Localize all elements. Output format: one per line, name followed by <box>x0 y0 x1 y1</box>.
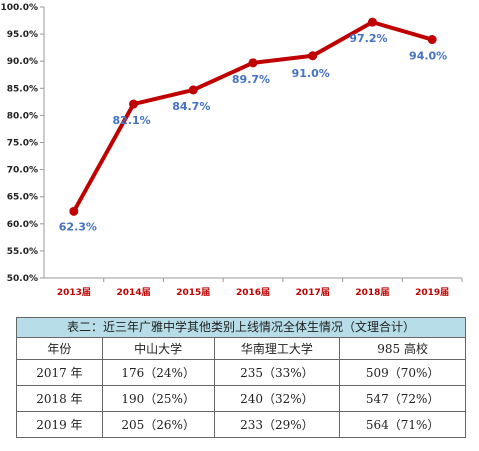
cell-985: 509（70%） <box>339 359 466 386</box>
x-tick-label: 2017届 <box>296 287 330 298</box>
y-tick-label: 75.0% <box>7 139 38 149</box>
stats-table: 表二：近三年广雅中学其他类别上线情况全体生情况（文理合计） 年份 中山大学 华南… <box>16 317 466 438</box>
cell-scut: 235（33%） <box>213 359 341 386</box>
x-tick-label: 2018届 <box>355 287 389 298</box>
data-point <box>69 206 79 216</box>
cell-985: 564（71%） <box>339 411 466 438</box>
cell-sysu: 205（26%） <box>101 411 215 438</box>
header-scut: 华南理工大学 <box>213 337 341 360</box>
table-header-row: 年份 中山大学 华南理工大学 985 高校 <box>16 337 466 360</box>
data-point <box>129 99 139 109</box>
x-tick-label: 2014届 <box>117 287 151 298</box>
data-point <box>188 85 198 95</box>
table-caption: 表二：近三年广雅中学其他类别上线情况全体生情况（文理合计） <box>16 317 466 337</box>
cell-scut: 233（29%） <box>213 411 341 438</box>
data-label: 84.7% <box>172 100 210 113</box>
y-tick-label: 80.0% <box>7 111 38 121</box>
data-point <box>367 17 377 27</box>
y-tick-label: 85.0% <box>7 84 38 94</box>
cell-scut: 240（32%） <box>213 385 341 412</box>
header-sysu: 中山大学 <box>101 337 215 360</box>
y-tick-label: 90.0% <box>7 57 38 67</box>
data-label: 97.2% <box>349 32 387 45</box>
x-tick-label: 2016届 <box>236 287 270 298</box>
cell-sysu: 176（24%） <box>101 359 215 386</box>
cell-year: 2017 年 <box>16 359 103 386</box>
y-tick-label: 60.0% <box>7 220 38 230</box>
table-body: 年份 中山大学 华南理工大学 985 高校 2017 年 176（24%） 23… <box>16 337 466 438</box>
data-label: 82.1% <box>112 114 150 127</box>
y-tick-label: 50.0% <box>7 274 38 284</box>
cell-985: 547（72%） <box>339 385 466 412</box>
y-tick-label: 100.0% <box>1 3 39 13</box>
data-label: 89.7% <box>232 73 270 86</box>
line-chart: 50.0% 55.0% 60.0% 65.0% 70.0% 75.0% 80.0% 85.0%… <box>1 3 463 298</box>
y-tick-label: 55.0% <box>7 247 38 257</box>
table-row: 2019 年 205（26%） 233（29%） 564（71%） <box>16 411 466 438</box>
table-row: 2018 年 190（25%） 240（32%） 547（72%） <box>16 385 466 412</box>
y-tick-label: 70.0% <box>7 166 38 176</box>
cell-sysu: 190（25%） <box>101 385 215 412</box>
y-tick-label: 95.0% <box>7 30 38 40</box>
data-point <box>427 35 437 45</box>
x-tick-label: 2015届 <box>176 287 210 298</box>
data-point <box>248 58 258 68</box>
x-tick-label: 2019届 <box>415 287 449 298</box>
x-tick-label: 2013届 <box>57 287 91 298</box>
data-label: 94.0% <box>409 50 447 63</box>
cell-year: 2019 年 <box>16 411 103 438</box>
data-label: 91.0% <box>292 67 330 80</box>
table-row: 2017 年 176（24%） 235（33%） 509（70%） <box>16 359 466 386</box>
y-tick-label: 65.0% <box>7 193 38 203</box>
data-label: 62.3% <box>59 220 97 233</box>
header-985: 985 高校 <box>339 337 466 360</box>
cell-year: 2018 年 <box>16 385 103 412</box>
data-point <box>308 51 318 61</box>
header-year: 年份 <box>16 337 103 360</box>
